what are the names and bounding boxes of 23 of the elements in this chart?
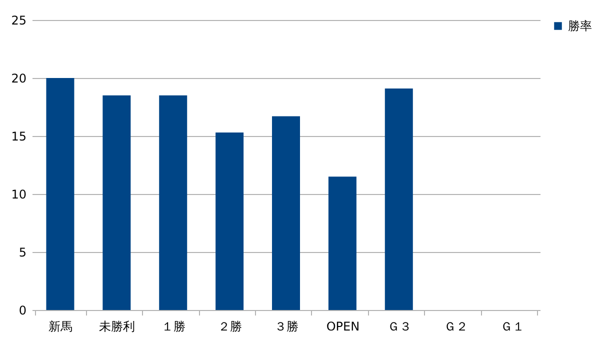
- x-tick-label: ３勝: [274, 320, 298, 334]
- bar: [216, 132, 244, 310]
- x-tick-label: 新馬: [48, 320, 73, 334]
- x-tick-label: ２勝: [218, 320, 242, 334]
- x-tick-label: Ｇ１: [500, 320, 524, 334]
- x-tick-label: OPEN: [326, 320, 360, 334]
- x-tick-label: Ｇ２: [444, 320, 468, 334]
- y-tick-label: 20: [11, 72, 26, 86]
- bar: [159, 95, 188, 310]
- y-tick-label: 25: [11, 14, 26, 28]
- x-tick-label: 未勝利: [99, 320, 136, 334]
- bar: [384, 88, 413, 310]
- bar: [102, 95, 131, 310]
- y-tick-label: 5: [18, 246, 26, 260]
- bar: [328, 176, 356, 310]
- y-tick-label: 0: [18, 304, 26, 318]
- x-tick-label: １勝: [162, 320, 186, 334]
- y-tick-label: 15: [11, 130, 26, 144]
- bar: [46, 78, 74, 310]
- bar: [272, 116, 300, 310]
- y-tick-label: 10: [11, 188, 26, 202]
- x-tick-label: Ｇ３: [387, 320, 412, 334]
- legend-label: 勝率: [568, 19, 592, 33]
